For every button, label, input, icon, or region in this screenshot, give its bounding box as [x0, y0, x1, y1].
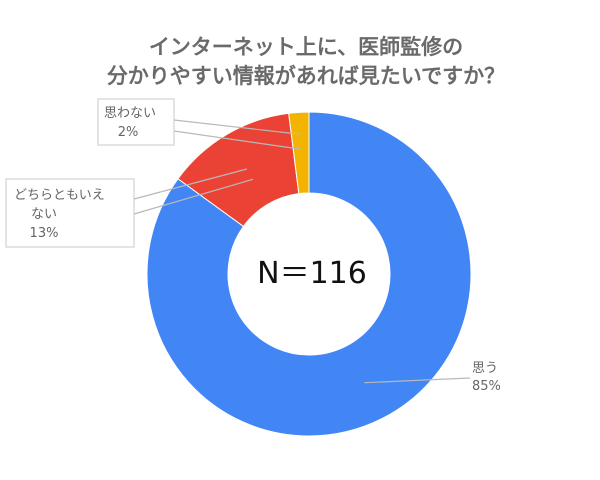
slice-label-neutral-box — [5, 178, 135, 248]
center-label: N＝116 — [257, 256, 367, 291]
donut-slices — [146, 111, 472, 437]
slice-label-neutral-text-2: ない — [31, 207, 57, 222]
slice-label-neutral-text-1: どちらともいえ — [14, 188, 105, 203]
donut-slice-no — [288, 111, 310, 195]
donut-slice-yes — [146, 111, 472, 437]
label-leaders — [133, 119, 471, 384]
slice-label-no-box — [97, 98, 175, 146]
chart-title-line-2: 分かりやすい情報があれば見たいですか？ — [107, 64, 505, 88]
leader-no-2 — [173, 130, 302, 150]
leader-yes — [364, 377, 471, 384]
chart-title-line-1: インターネット上に、医師監修の — [149, 35, 463, 59]
leader-no-1 — [173, 119, 301, 135]
leader-neutral-1 — [133, 168, 248, 200]
slice-label-neutral-pct: 13% — [30, 226, 59, 241]
slice-label-yes-text: 思う — [472, 361, 498, 376]
slice-label-no-text: 思わない — [104, 106, 156, 121]
slice-label-no: 思わない 2% — [97, 98, 175, 146]
slice-label-neutral: どちらともいえ ない 13% — [5, 178, 135, 248]
slice-label-no-pct: 2% — [118, 125, 139, 140]
slice-label-yes-pct: 85% — [472, 379, 501, 394]
leader-neutral-2 — [133, 178, 254, 215]
slice-label-yes: 思う 85% — [472, 361, 501, 394]
